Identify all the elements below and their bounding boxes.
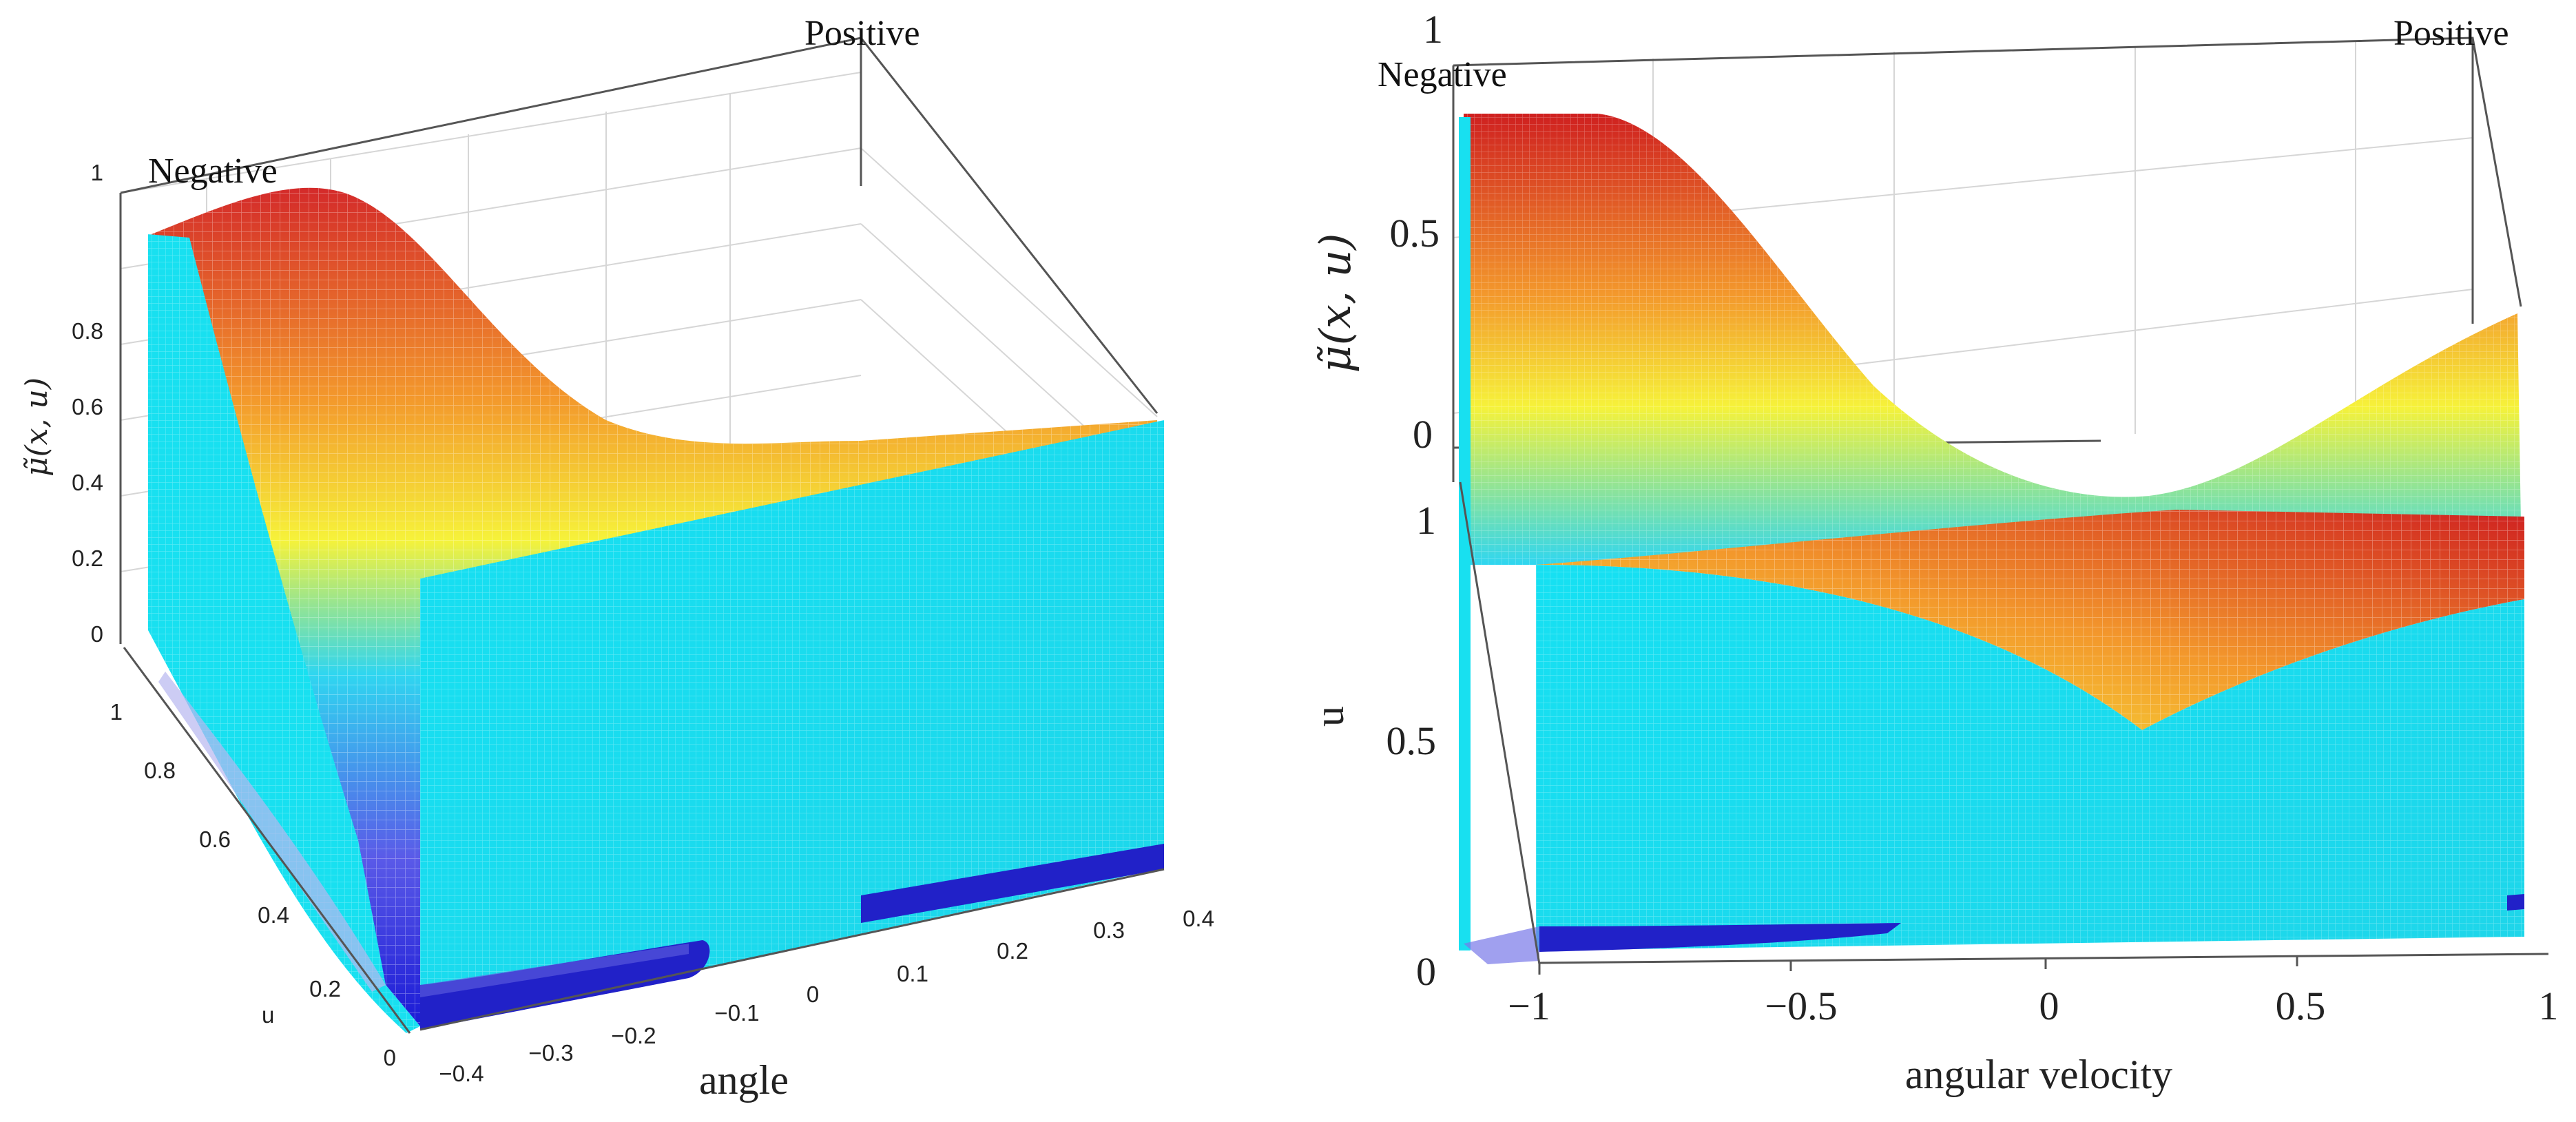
right-x-tick: −0.5 — [1765, 984, 1837, 1028]
left-base-strip — [420, 940, 710, 1030]
right-x-ticks: −1 −0.5 0 0.5 1 — [1508, 984, 2558, 1028]
left-z-tick: 0 — [91, 621, 103, 647]
left-u-tick: 0 — [384, 1045, 396, 1070]
left-x-tick: 0.4 — [1183, 906, 1214, 931]
left-z-label: μ̃(x, u) — [19, 377, 54, 477]
right-corner-positive: Positive — [2393, 14, 2509, 53]
left-u-tick: 0.4 — [258, 902, 289, 928]
left-x-tick: 0.1 — [897, 961, 928, 986]
right-u-tick: 1 — [1416, 498, 1436, 543]
right-x-tick: 1 — [2539, 984, 2559, 1028]
left-x-tick: 0.2 — [997, 938, 1028, 964]
right-x-tick: 0.5 — [2276, 984, 2326, 1028]
left-u-tick: 0.6 — [199, 827, 231, 852]
right-wall-cyan — [1459, 117, 1471, 950]
left-x-tick: 0.3 — [1093, 917, 1125, 943]
left-u-tick: 0.8 — [144, 758, 176, 783]
left-z-ticks: 0 0.2 0.4 0.6 0.8 1 0.8 — [72, 160, 103, 647]
right-x-label: angular velocity — [1905, 1052, 2172, 1097]
right-u-ticks: 0 0.5 1 — [1386, 498, 1437, 994]
right-u-tick: 0 — [1416, 949, 1436, 994]
right-x-tick: 0 — [2039, 984, 2059, 1028]
right-z-ticks: 0 0.5 1 — [1390, 7, 1444, 457]
left-chart: 0 0.2 0.4 0.6 0.8 1 0.8 μ̃(x, u) 0 0.2 0… — [19, 14, 1214, 1103]
right-u-tick: 0.5 — [1386, 718, 1437, 763]
left-z-tick: 0.6 — [72, 394, 103, 419]
left-corner-positive: Positive — [804, 14, 920, 53]
left-u-ticks: 0 0.2 0.4 0.6 0.8 1 — [110, 699, 396, 1070]
right-z-tick: 1 — [1423, 7, 1443, 52]
right-chart: 0 0.5 1 μ̃(x, u) 0 0.5 1 u −1 −0.5 0 0.5… — [1307, 7, 2559, 1097]
left-x-tick: −0.1 — [714, 1000, 759, 1026]
left-u-tick: 1 — [110, 699, 123, 725]
left-z-tick: 0.2 — [72, 546, 103, 571]
left-x-label: angle — [699, 1057, 789, 1103]
left-x-ticks: −0.4 −0.3 −0.2 −0.1 0 0.1 0.2 0.3 0.4 — [439, 906, 1214, 1086]
left-corner-negative: Negative — [148, 152, 278, 191]
right-z-label: μ̃(x, u) — [1310, 233, 1360, 373]
left-x-tick: −0.4 — [439, 1061, 484, 1086]
right-x-tick: −1 — [1508, 984, 1550, 1028]
right-z-tick: 0.5 — [1390, 211, 1440, 256]
left-z-tick: 1 — [91, 160, 103, 185]
left-u-tick: 0.2 — [309, 976, 341, 1001]
left-z-tick: 0.4 — [72, 470, 103, 495]
right-u-label: u — [1307, 706, 1352, 727]
right-z-tick: 0 — [1413, 412, 1433, 457]
left-z-tick: 0.8 — [72, 318, 103, 344]
right-base-strip — [1539, 923, 1901, 952]
right-corner-negative: Negative — [1378, 55, 1507, 94]
left-u-label: u — [262, 1002, 274, 1028]
left-x-tick: −0.2 — [611, 1023, 656, 1048]
left-x-tick: 0 — [807, 981, 819, 1007]
left-x-tick: −0.3 — [528, 1040, 573, 1066]
